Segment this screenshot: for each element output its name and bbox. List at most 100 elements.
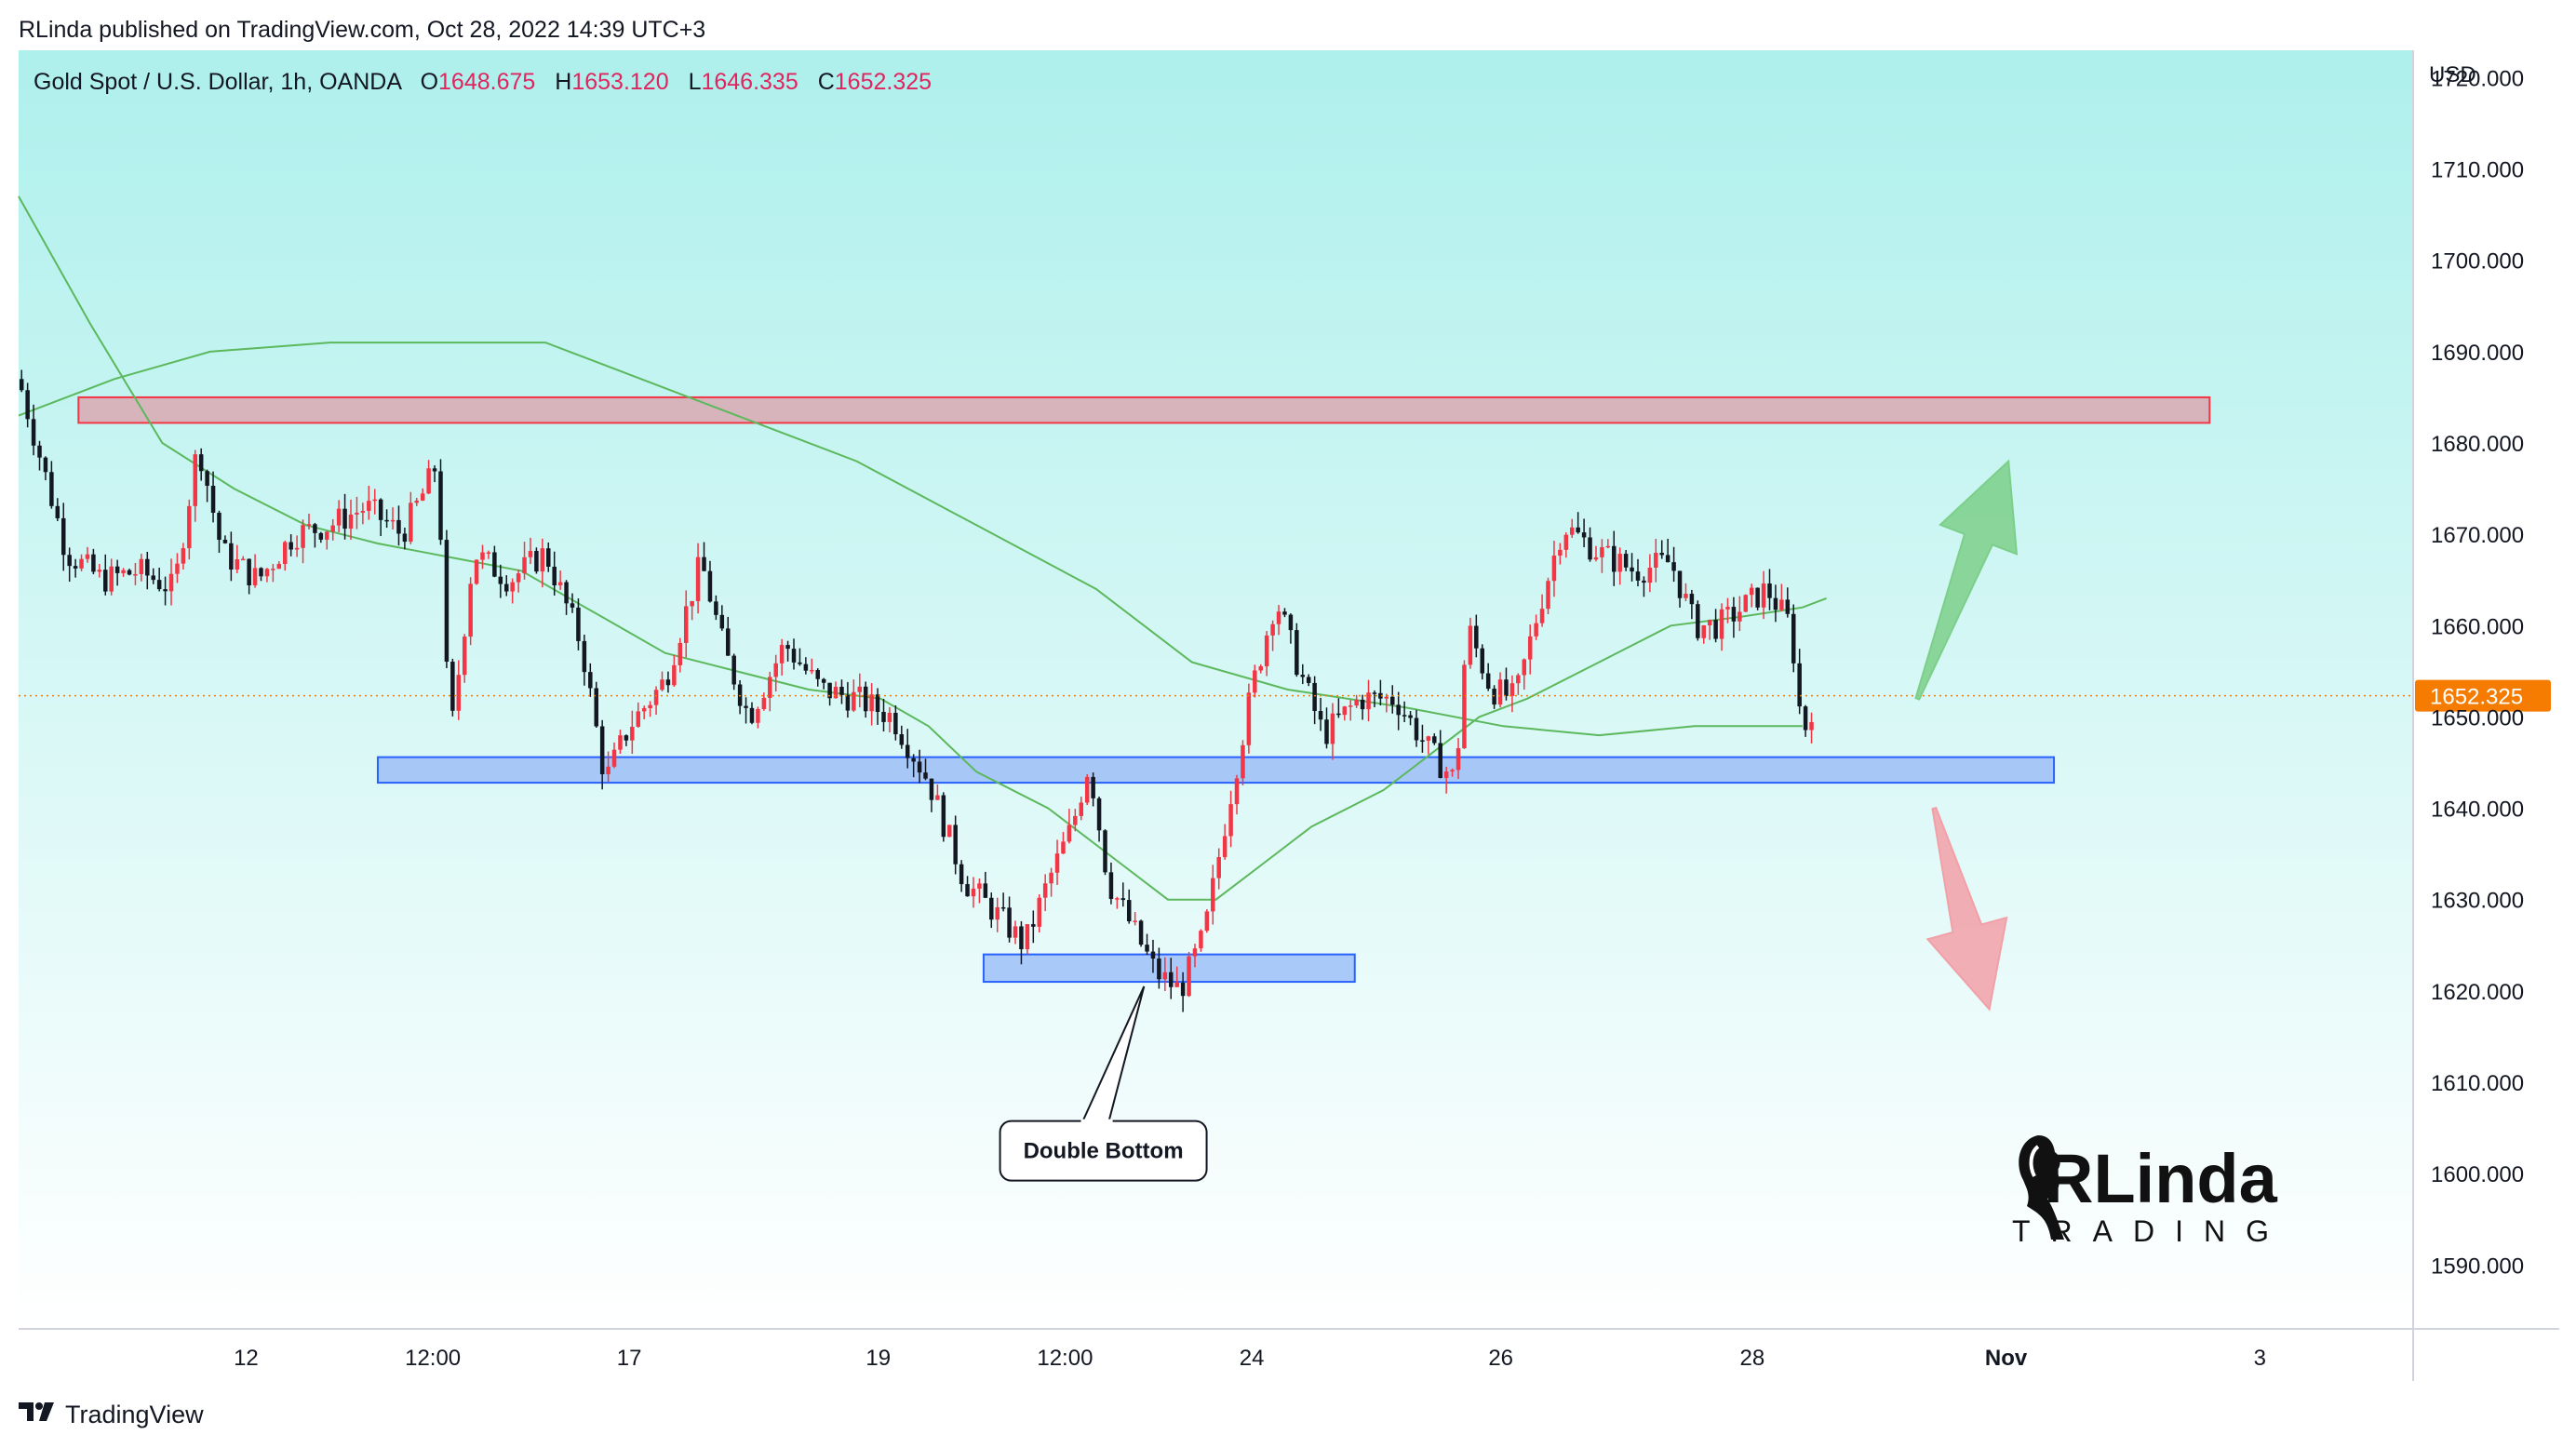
candle: [1138, 919, 1144, 947]
candle: [1665, 538, 1670, 563]
candle-body: [899, 733, 905, 745]
candle-body: [1534, 623, 1538, 637]
x-tick-label: 26: [1488, 1346, 1513, 1371]
candle-body: [1539, 609, 1545, 623]
candle: [989, 892, 994, 929]
price-axis[interactable]: USD 1720.000 1710.000 1700.000 1690.000 1680…: [2429, 62, 2524, 1279]
candle: [1354, 694, 1359, 708]
candle: [156, 568, 162, 592]
candle-body: [1126, 900, 1132, 921]
candle-body: [1414, 717, 1419, 741]
currency-label: USD: [2429, 62, 2476, 87]
candle-body: [240, 558, 246, 561]
candle: [630, 710, 635, 755]
candle: [1396, 691, 1401, 731]
candle-body: [1253, 670, 1257, 693]
watermark-main-text: RLinda: [2044, 1140, 2278, 1217]
open-label: O: [420, 69, 439, 95]
candle: [923, 758, 928, 781]
candle-body: [528, 551, 533, 557]
candle: [965, 876, 970, 897]
candle: [306, 513, 312, 530]
candle: [420, 488, 425, 502]
candle: [995, 897, 1000, 932]
candle-body: [1007, 907, 1012, 938]
candle: [1558, 543, 1563, 565]
candle: [1719, 603, 1724, 651]
candle: [1084, 774, 1090, 806]
candle-body: [1228, 804, 1233, 837]
y-tick-label: 1630.000: [2431, 889, 2524, 914]
candle: [1773, 584, 1778, 623]
candle: [1684, 583, 1688, 602]
candle: [276, 561, 282, 570]
candle: [833, 681, 839, 699]
candle-body: [911, 758, 916, 762]
candle-body: [1588, 537, 1592, 560]
candle-body: [1108, 872, 1114, 899]
candle-body: [1054, 853, 1060, 873]
candle-body: [1551, 556, 1557, 582]
candle: [282, 541, 288, 571]
candle: [1061, 831, 1066, 854]
candle-body: [618, 735, 623, 750]
candle-body: [378, 499, 383, 520]
footer-brand[interactable]: TradingView: [19, 1400, 204, 1429]
candle: [1654, 539, 1658, 583]
candle-body: [1061, 841, 1066, 854]
candle: [1581, 518, 1587, 548]
candle: [1348, 700, 1353, 721]
time-axis[interactable]: 12 12:00 17 19 12:00 24 26 28 Nov 3: [234, 1346, 2266, 1371]
candle: [725, 616, 731, 656]
candle-body: [1696, 604, 1700, 638]
candle: [198, 448, 204, 481]
y-tick-label: 1620.000: [2431, 980, 2524, 1005]
candle: [540, 538, 545, 588]
candle: [1282, 608, 1287, 618]
candle-body: [79, 558, 84, 569]
candle: [1767, 569, 1772, 610]
candle: [611, 742, 617, 769]
candle: [456, 660, 462, 720]
candle: [127, 569, 132, 576]
candle-body: [1450, 770, 1455, 772]
candle: [768, 671, 772, 712]
candle: [336, 500, 342, 533]
candle: [672, 654, 677, 688]
candle-body: [276, 564, 282, 570]
candle-body: [168, 573, 174, 592]
moving-average-line-2: [18, 195, 1827, 901]
candle: [294, 535, 300, 557]
candle-body: [1749, 587, 1754, 596]
candle-body: [1558, 549, 1563, 556]
candle: [264, 568, 270, 583]
candle-body: [599, 726, 605, 774]
candle: [486, 550, 491, 559]
candle-body: [264, 569, 270, 577]
candle-body: [1701, 624, 1707, 638]
candle: [839, 679, 844, 704]
candle: [1659, 540, 1664, 559]
candle-body: [1222, 836, 1228, 858]
candle-body: [1157, 959, 1161, 980]
candle: [678, 637, 683, 673]
candle: [109, 558, 114, 596]
candle-body: [821, 678, 826, 683]
candle: [1300, 664, 1306, 685]
candle-body: [893, 712, 898, 734]
candle-body: [1420, 740, 1425, 742]
candle-body: [480, 552, 485, 560]
candle: [1785, 587, 1791, 618]
candle-body: [217, 512, 221, 541]
candle-body: [1438, 743, 1442, 778]
candle: [163, 576, 168, 606]
candle: [1731, 597, 1737, 638]
candle: [552, 551, 557, 596]
candles-layer: [19, 369, 1814, 1012]
candle-body: [1049, 872, 1053, 884]
candle-body: [60, 517, 66, 556]
candle: [1534, 614, 1538, 640]
candle-body: [1522, 659, 1527, 676]
candle-body: [857, 686, 863, 692]
